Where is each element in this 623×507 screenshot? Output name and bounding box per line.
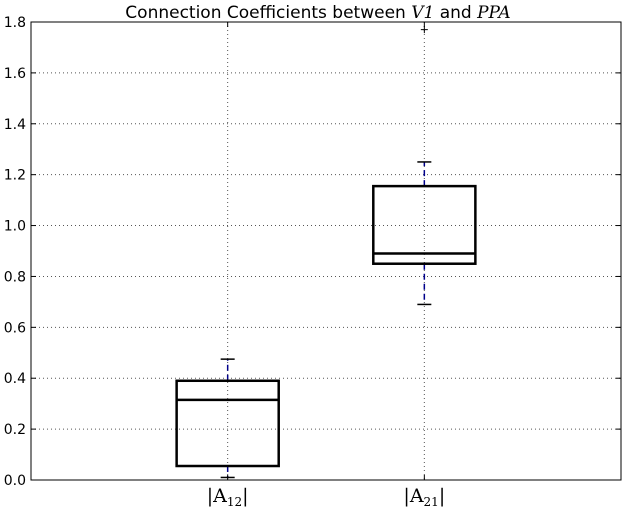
title-var-v1: V1 — [411, 3, 434, 23]
y-tick-label: 1.2 — [4, 168, 26, 184]
y-tick-label: 0.4 — [4, 371, 26, 387]
category-label-subscript: 12 — [227, 495, 242, 507]
title-middle: and — [434, 3, 477, 23]
box-group — [175, 358, 280, 479]
box-group — [372, 26, 477, 306]
axis-layer: 0.00.20.40.60.81.01.21.41.61.8|A12| |A21| — [4, 15, 622, 507]
box-iqr — [175, 379, 280, 468]
category-label-end: | — [242, 485, 248, 507]
y-tick-label: 1.4 — [4, 117, 26, 133]
y-tick-label: 1.0 — [4, 219, 26, 235]
category-label-subscript: 21 — [424, 495, 439, 507]
x-category-label: |A12| — [207, 485, 249, 507]
y-tick-label: 0.6 — [4, 320, 26, 336]
title-prefix: Connection Coefficients between — [125, 3, 411, 23]
y-tick-label: 0.8 — [4, 269, 26, 285]
y-tick-label: 1.8 — [4, 15, 26, 31]
category-label-end: | — [439, 485, 445, 507]
grid-layer — [31, 21, 621, 481]
box-iqr — [372, 184, 477, 265]
category-label-base: |A — [207, 485, 227, 507]
title-var-ppa: PPA — [476, 3, 511, 23]
y-tick-label: 0.0 — [4, 473, 26, 489]
y-tick-label: 0.2 — [4, 422, 26, 438]
chart-title: Connection Coefficients between V1 and P… — [125, 3, 510, 23]
y-tick-label: 1.6 — [4, 66, 26, 82]
axes-frame — [30, 21, 622, 481]
x-category-label: |A21| — [403, 485, 445, 507]
category-label-base: |A — [403, 485, 423, 507]
box-layer — [175, 26, 477, 479]
